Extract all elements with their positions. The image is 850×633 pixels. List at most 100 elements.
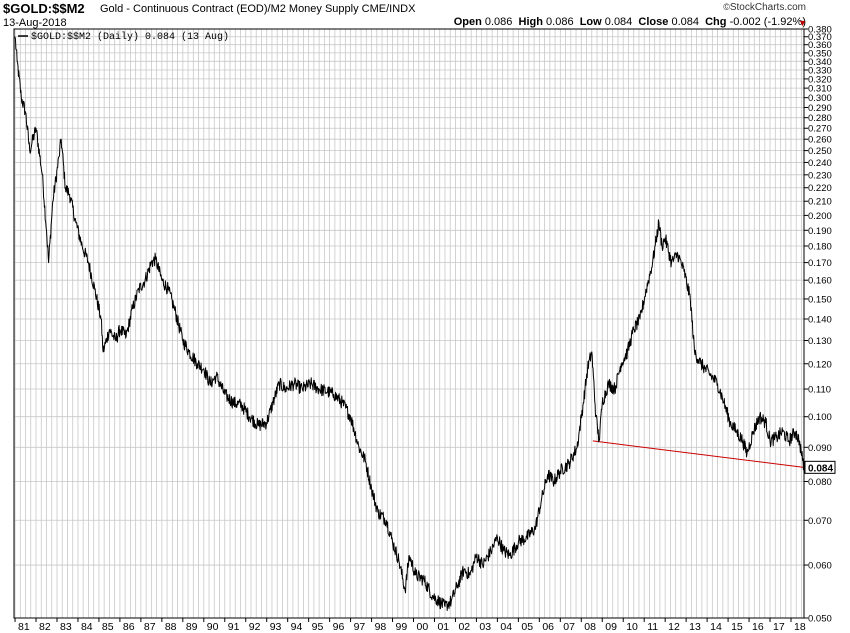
- x-tick-label: 10: [626, 621, 638, 633]
- x-tick-label: 86: [123, 621, 135, 633]
- quote-summary: Open 0.086 High 0.086 Low 0.084 Close 0.…: [454, 16, 806, 28]
- x-tick-label: 92: [249, 621, 261, 633]
- y-tick-label: 0.260: [808, 135, 832, 146]
- support-trendline: [592, 440, 804, 468]
- y-tick-label: 0.310: [808, 84, 832, 95]
- y-tick-label: 0.060: [808, 561, 832, 572]
- y-tick-label: 0.290: [808, 103, 832, 114]
- x-tick-label: 89: [186, 621, 198, 633]
- brand-logo: ©StockCharts.com: [723, 2, 806, 13]
- y-tick-label: 0.300: [808, 93, 832, 104]
- x-tick-label: 12: [668, 621, 680, 633]
- legend: $GOLD:$$M2 (Daily) 0.084 (13 Aug): [18, 31, 229, 43]
- y-tick-label: 0.380: [808, 25, 832, 36]
- x-tick-label: 17: [773, 621, 785, 633]
- x-tick-label: 87: [144, 621, 156, 633]
- x-tick-label: 81: [18, 621, 30, 633]
- x-tick-label: 88: [165, 621, 177, 633]
- x-tick-label: 11: [647, 621, 658, 633]
- x-tick-label: 18: [794, 621, 806, 633]
- x-tick-label: 84: [81, 621, 93, 633]
- x-tick-label: 94: [291, 621, 303, 633]
- x-tick-label: 09: [605, 621, 617, 633]
- y-tick-label: 0.150: [808, 294, 832, 305]
- high-label: High: [518, 16, 543, 28]
- trendline-layer: [592, 440, 804, 468]
- y-tick-label: 0.050: [808, 614, 832, 625]
- x-tick-label: 82: [39, 621, 51, 633]
- last-value-text: 0.084: [808, 463, 833, 474]
- down-arrow-icon: ▼: [798, 18, 807, 28]
- y-tick-label: 0.270: [808, 124, 832, 135]
- low-label: Low: [579, 16, 602, 28]
- y-tick-label: 0.100: [808, 412, 832, 423]
- brand-name: StockCharts.com: [729, 2, 806, 13]
- y-tick-label: 0.120: [808, 359, 832, 370]
- open-label: Open: [453, 16, 482, 28]
- x-tick-label: 02: [458, 621, 470, 633]
- x-tick-label: 06: [542, 621, 554, 633]
- y-tick-label: 0.210: [808, 197, 832, 208]
- y-tick-label: 0.240: [808, 158, 832, 169]
- last-value-box: [804, 460, 836, 474]
- low-value: 0.084: [604, 16, 633, 28]
- x-tick-label: 96: [333, 621, 345, 633]
- x-axis: 81 82 83 84 85 86 87 88 89 90 91 92 93 94 95 96 97 98 99 00…: [14, 618, 806, 633]
- close-value: 0.084: [671, 16, 699, 28]
- x-tick-label: 97: [354, 621, 366, 633]
- y-tick-label: 0.080: [808, 477, 832, 488]
- x-tick-label: 14: [710, 621, 722, 633]
- exchange-text: CME/INDX: [361, 3, 416, 15]
- y-tick-label: 0.130: [808, 336, 832, 347]
- open-value: 0.086: [484, 16, 513, 28]
- x-tick-label: 05: [521, 621, 533, 633]
- x-tick-label: 04: [500, 621, 512, 633]
- x-tick-label: 15: [731, 621, 743, 633]
- chart-description: Gold - Continuous Contract (EOD)/M2 Mone…: [100, 3, 415, 15]
- x-tick-label: 85: [102, 621, 114, 633]
- series-layer: [14, 36, 805, 611]
- y-tick-label: 0.230: [808, 170, 832, 181]
- plot-frame: [13, 28, 805, 619]
- chg-value: -0.002 (-1.92%): [729, 16, 806, 28]
- y-tick-label: 0.350: [808, 48, 832, 59]
- y-tick-label: 0.170: [808, 258, 832, 269]
- y-tick-label: 0.160: [808, 276, 832, 287]
- y-tick-label: 0.330: [808, 65, 832, 76]
- description-text: Gold - Continuous Contract (EOD)/M2 Mone…: [100, 3, 359, 15]
- y-tick-label: 0.360: [808, 40, 832, 51]
- y-tick-label: 0.220: [808, 183, 832, 194]
- y-tick-label: 0.340: [808, 57, 832, 68]
- grid: [14, 28, 804, 619]
- y-tick-label: 0.070: [808, 516, 832, 527]
- y-tick-label: 0.250: [808, 146, 832, 157]
- x-tick-label: 00: [417, 621, 429, 633]
- x-tick-label: 83: [60, 621, 72, 633]
- x-tick-label: 95: [312, 621, 324, 633]
- y-tick-label: 0.200: [808, 211, 832, 222]
- x-tick-label: 99: [396, 621, 408, 633]
- x-tick-label: 13: [689, 621, 701, 633]
- chart-symbol: $GOLD:$$M2: [3, 1, 85, 16]
- y-tick-label: 0.140: [808, 314, 832, 325]
- x-tick-label: 16: [752, 621, 764, 633]
- x-tick-label: 91: [228, 621, 240, 633]
- y-tick-label: 0.320: [808, 74, 832, 85]
- x-tick-label: 98: [375, 621, 387, 633]
- chg-label: Chg: [705, 16, 727, 28]
- x-tick-label: 01: [437, 621, 449, 633]
- y-axis: 0.050 0.060 0.070 0.080 0.090 0.100 0.110 0.120…: [804, 25, 832, 625]
- price-line: [14, 36, 805, 611]
- close-label: Close: [638, 16, 669, 28]
- x-tick-label: 08: [584, 621, 596, 633]
- chart-date: 13-Aug-2018: [3, 17, 67, 29]
- y-tick-label: 0.370: [808, 32, 832, 43]
- x-tick-label: 93: [270, 621, 282, 633]
- y-tick-label: 0.180: [808, 242, 832, 253]
- x-tick-label: 07: [563, 621, 575, 633]
- legend-label: $GOLD:$$M2 (Daily) 0.084 (13 Aug): [31, 31, 229, 43]
- x-tick-label: 90: [207, 621, 219, 633]
- x-tick-label: 03: [479, 621, 491, 633]
- y-tick-label: 0.090: [808, 443, 832, 454]
